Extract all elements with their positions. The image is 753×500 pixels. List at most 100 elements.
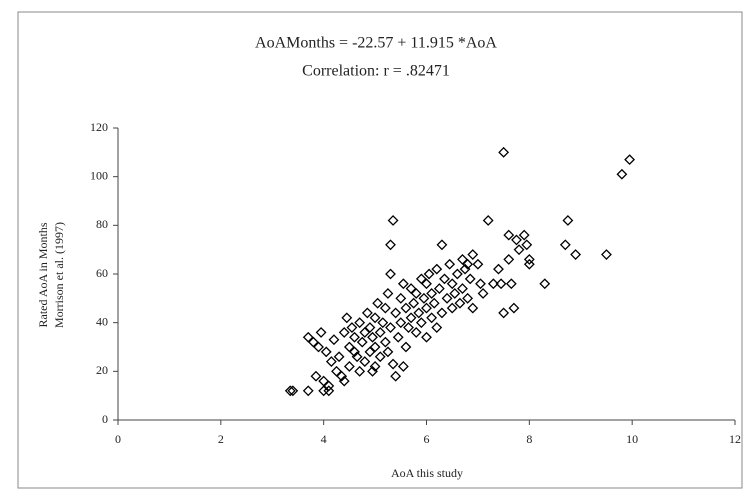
point (354, 365, 366, 377)
point (508, 302, 520, 314)
point (397, 278, 409, 290)
point (338, 375, 350, 387)
x-tick-label: 4 (321, 432, 327, 446)
point (433, 283, 445, 295)
point (369, 341, 381, 353)
y-tick-label: 40 (96, 314, 108, 328)
chart-frame (17, 11, 743, 489)
point (336, 370, 348, 382)
x-tick-label: 10 (626, 432, 638, 446)
point (369, 312, 381, 324)
point (503, 229, 515, 241)
point (372, 297, 384, 309)
point (511, 234, 522, 246)
point (390, 370, 402, 382)
point (493, 263, 504, 275)
point (323, 385, 335, 397)
point (498, 307, 510, 319)
point (482, 215, 494, 226)
y-axis-label: Rated AoA in Months (36, 222, 50, 327)
point (320, 346, 332, 358)
point (343, 341, 355, 353)
point (426, 288, 438, 299)
point (390, 307, 402, 319)
point (498, 146, 510, 158)
point (413, 307, 425, 319)
y-axis-label: Morrison et al. (1997) (52, 222, 66, 328)
point (349, 331, 360, 343)
point (421, 302, 432, 314)
point (374, 351, 386, 363)
point (369, 361, 381, 372)
chart-subtitle: Correlation: r = .82471 (302, 63, 450, 80)
point (377, 317, 389, 329)
point (426, 312, 438, 324)
point (570, 249, 582, 260)
point (387, 215, 399, 226)
x-tick-label: 6 (424, 432, 430, 446)
point (423, 268, 435, 280)
point (505, 278, 517, 290)
point (313, 341, 324, 353)
point (349, 346, 360, 358)
point (382, 288, 394, 299)
point (354, 317, 366, 329)
point (441, 292, 453, 304)
point (428, 297, 440, 309)
point (449, 288, 461, 299)
point (513, 244, 525, 256)
point (446, 278, 458, 290)
point (421, 278, 432, 290)
point (418, 292, 430, 304)
point (387, 358, 399, 370)
point (436, 307, 448, 319)
point (400, 302, 412, 314)
point (415, 273, 427, 285)
point (410, 326, 422, 338)
point (624, 154, 636, 166)
point (343, 361, 355, 372)
point (462, 258, 474, 270)
point (451, 268, 463, 280)
point (495, 278, 507, 290)
point (467, 302, 479, 314)
point (392, 331, 404, 343)
point (408, 297, 420, 309)
point (385, 239, 396, 251)
point (421, 331, 432, 343)
x-tick-label: 12 (729, 432, 741, 446)
point (328, 334, 340, 346)
point (302, 385, 314, 397)
point (462, 292, 474, 304)
point (523, 258, 535, 270)
point (601, 249, 612, 260)
point (310, 370, 322, 382)
point (446, 302, 458, 314)
point (382, 346, 394, 358)
point (361, 307, 373, 319)
point (518, 229, 530, 241)
point (457, 283, 468, 295)
point (415, 317, 427, 329)
point (431, 263, 443, 275)
point (395, 292, 407, 304)
point (307, 336, 319, 348)
x-tick-label: 8 (526, 432, 532, 446)
point (364, 322, 376, 333)
y-tick-label: 120 (90, 120, 108, 134)
point (315, 326, 327, 338)
point (359, 326, 371, 338)
point (403, 322, 414, 333)
point (616, 168, 628, 180)
y-tick-label: 0 (102, 412, 108, 426)
point (487, 278, 499, 290)
point (521, 239, 533, 251)
y-tick-label: 100 (90, 168, 108, 182)
point (385, 268, 396, 280)
point (397, 361, 409, 372)
point (444, 258, 456, 270)
x-tick-label: 0 (115, 432, 121, 446)
point (284, 385, 296, 397)
point (472, 258, 484, 270)
